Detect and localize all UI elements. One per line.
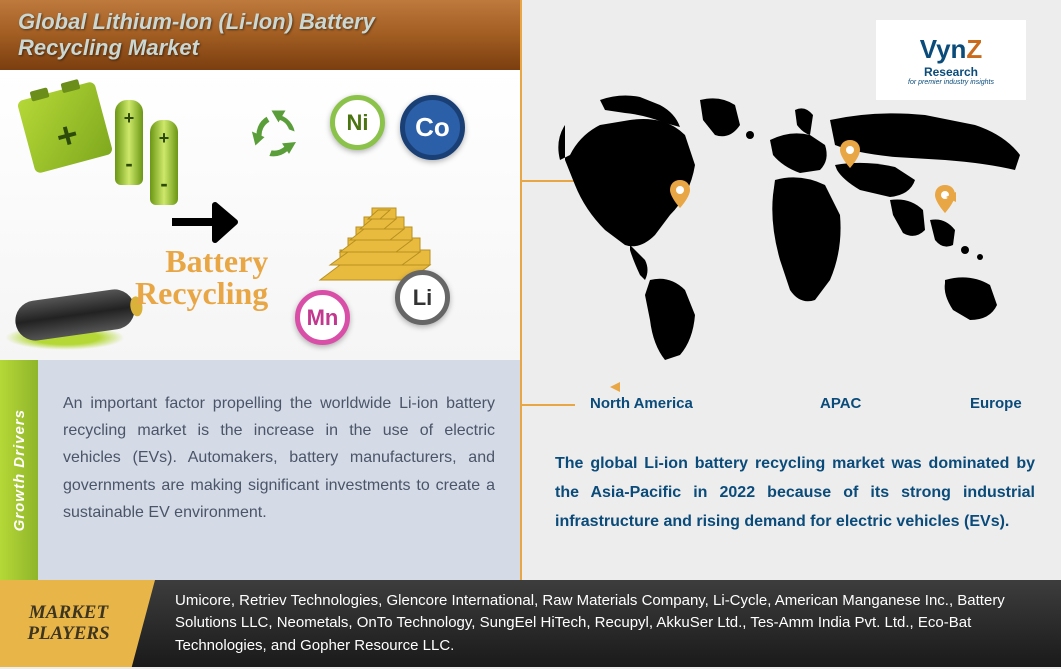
map-line [520,404,575,406]
region-label-north-america: North America [590,395,693,412]
logo-sub: Research [924,65,978,79]
element-manganese: Mn [295,290,350,345]
logo-z: Z [966,34,982,64]
logo-tagline: for premier industry insights [908,79,994,86]
growth-drivers-label: Growth Drivers [11,409,28,531]
region-summary-text: The global Li-ion battery recycling mark… [555,450,1035,536]
growth-drivers-panel: Growth Drivers An important factor prope… [0,360,520,580]
map-line [520,182,522,404]
map-line [520,0,522,180]
market-players-label: Market Players [0,603,137,645]
battery-cell-icon [115,100,143,185]
battery-recycling-graphic: + Battery Recycling [0,70,520,360]
page-title: Global Lithium-Ion (Li-Ion) Battery Recy… [18,9,460,61]
recycle-icon [240,100,310,170]
world-map [545,85,1035,365]
region-label-europe: Europe [970,395,1022,412]
element-cobalt: Co [400,95,465,160]
element-lithium: Li [395,270,450,325]
vynz-logo: VynZ Research for premier industry insig… [876,20,1026,100]
battery-pack-icon: + [17,81,114,174]
market-players-text: Umicore, Retriev Technologies, Glencore … [155,578,1061,669]
map-pin-north-america [670,180,690,208]
map-pin-apac [840,140,860,168]
map-arrowhead [946,192,956,202]
battery-recycling-label: Battery Recycling [135,245,268,309]
growth-drivers-text: An important factor propelling the world… [38,360,520,580]
logo-name: VynZ [920,34,983,65]
map-line [520,406,522,606]
logo-pre: Vyn [920,34,967,64]
element-nickel: Ni [330,95,385,150]
map-arrowhead [610,382,620,392]
header-banner: Global Lithium-Ion (Li-Ion) Battery Recy… [0,0,520,70]
market-players-tab: Market Players [0,580,155,667]
market-players-footer: Market Players Umicore, Retriev Technolo… [0,580,1061,667]
region-label-apac: APAC [820,395,861,412]
growth-drivers-tab: Growth Drivers [0,360,38,580]
